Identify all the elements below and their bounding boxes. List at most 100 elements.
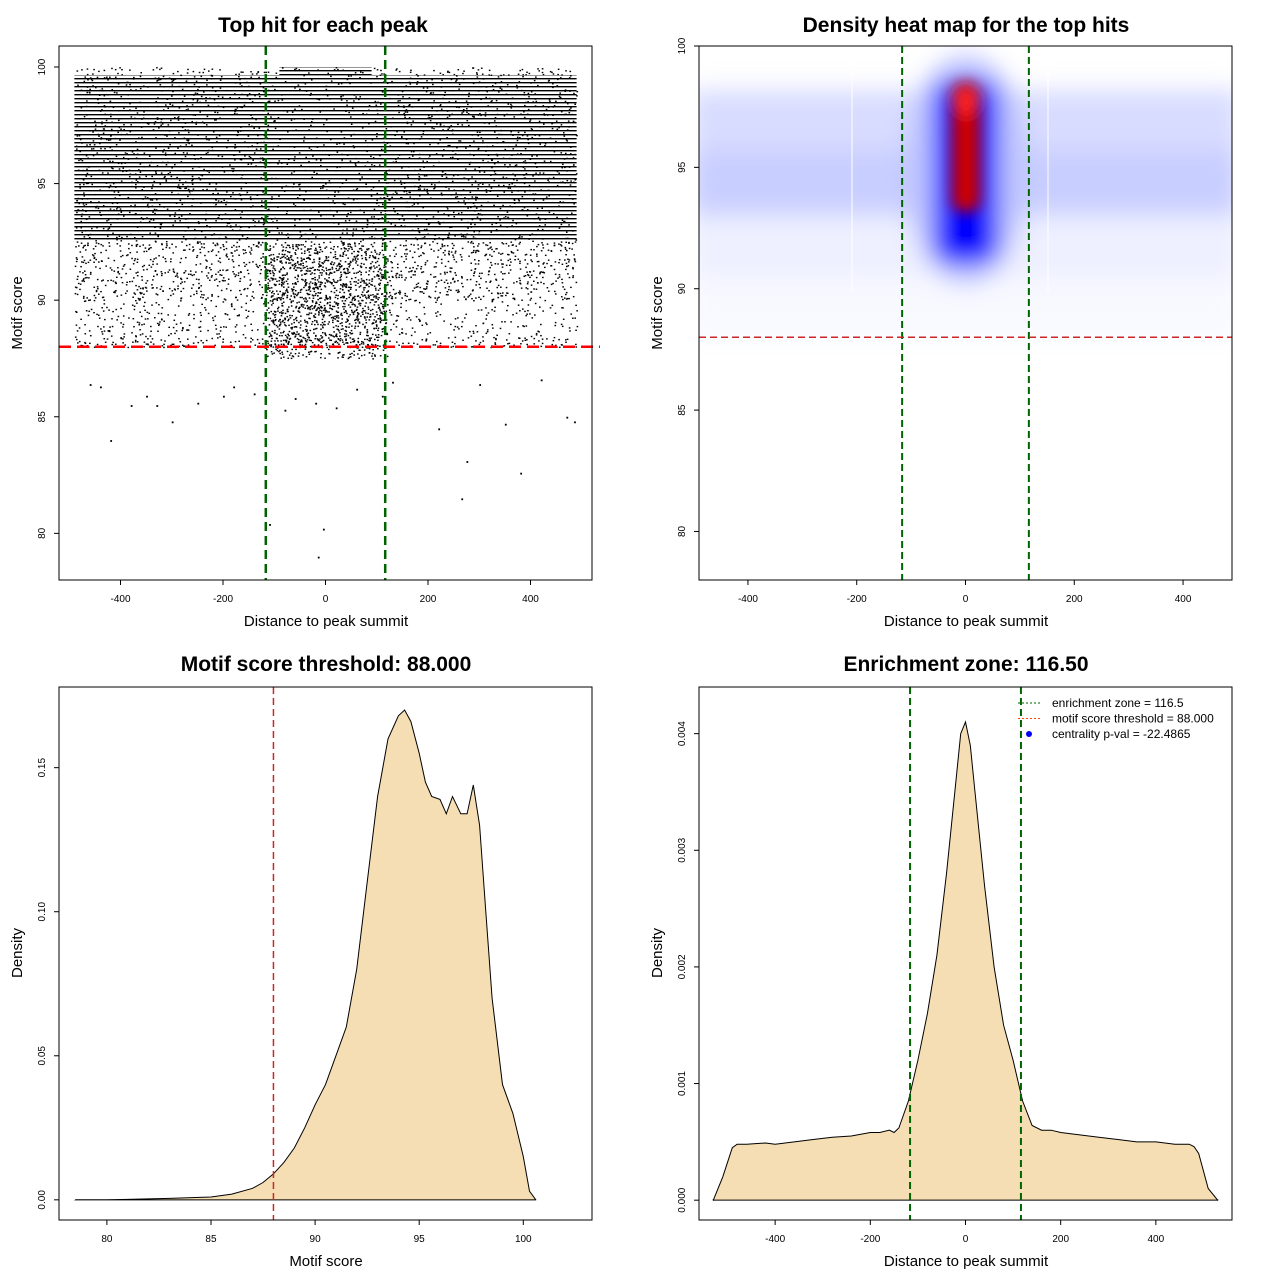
scatter-point — [368, 282, 371, 284]
scatter-point — [394, 297, 397, 299]
scatter-point — [300, 248, 303, 250]
scatter-point — [270, 261, 272, 264]
scatter-point — [529, 276, 531, 279]
scatter-point — [335, 335, 337, 337]
scatter-point — [449, 271, 452, 273]
scatter-point — [458, 290, 460, 293]
scatter-point — [324, 299, 326, 301]
scatter-point — [308, 288, 311, 290]
scatter-point — [385, 291, 388, 294]
scatter-point — [344, 283, 346, 286]
scatter-point — [472, 82, 475, 85]
scatter-point — [320, 353, 322, 355]
scatter-point — [329, 251, 332, 254]
scatter-point — [356, 314, 359, 317]
scatter-point — [451, 133, 454, 135]
scatter-point — [98, 317, 101, 319]
scatter-point — [80, 261, 83, 263]
scatter-point — [116, 202, 119, 204]
scatter-point — [142, 296, 144, 298]
scatter-point — [310, 209, 312, 212]
scatter-point — [567, 273, 569, 275]
scatter-point — [296, 257, 299, 259]
scatter-point — [547, 179, 549, 181]
scatter-point — [413, 198, 415, 200]
scatter-point — [479, 213, 482, 215]
scatter-point — [510, 241, 513, 243]
scatter-point — [269, 269, 271, 272]
scatter-point — [562, 201, 565, 203]
scatter-point — [323, 123, 325, 126]
scatter-point — [339, 255, 342, 257]
scatter-point — [84, 274, 87, 276]
scatter-point — [76, 148, 78, 150]
scatter-point — [543, 114, 546, 116]
scatter-point — [426, 191, 429, 193]
scatter-point — [530, 291, 533, 293]
scatter-point — [551, 127, 554, 130]
scatter-point — [363, 354, 366, 356]
scatter-point — [376, 132, 378, 135]
scatter-point — [213, 99, 216, 101]
scatter-point — [309, 273, 312, 275]
scatter-point — [236, 134, 239, 137]
scatter-point — [78, 340, 81, 343]
scatter-point — [247, 146, 250, 148]
scatter-point — [474, 263, 477, 265]
scatter-point — [301, 296, 303, 299]
scatter-point — [564, 90, 567, 93]
scatter-point — [367, 306, 370, 308]
scatter-point — [371, 255, 374, 257]
scatter-point — [307, 286, 310, 288]
scatter-point — [330, 263, 333, 266]
scatter-point — [499, 224, 502, 227]
scatter-point — [365, 312, 367, 314]
scatter-point — [273, 273, 275, 275]
scatter-point — [441, 155, 444, 157]
scatter-point — [148, 264, 151, 266]
scatter-point — [564, 89, 567, 91]
scatter-point — [552, 339, 555, 342]
scatter-point — [198, 71, 201, 74]
scatter-point — [339, 291, 341, 293]
scatter-point — [491, 166, 493, 169]
scatter-point — [344, 203, 346, 206]
scatter-point — [299, 231, 302, 233]
scatter-point — [315, 159, 318, 161]
scatter-point — [330, 290, 333, 293]
scatter-point — [179, 282, 182, 285]
scatter-point — [348, 266, 351, 268]
scatter-point — [291, 355, 294, 357]
scatter-point — [360, 273, 362, 276]
scatter-point — [294, 69, 297, 72]
scatter-point — [284, 334, 287, 337]
scatter-point — [403, 112, 405, 115]
scatter-point — [199, 174, 202, 176]
scatter-point — [246, 81, 248, 84]
scatter-point — [560, 124, 563, 126]
scatter-point — [261, 217, 263, 219]
scatter-point — [310, 124, 312, 127]
scatter-point — [398, 70, 401, 73]
scatter-point — [89, 335, 92, 337]
scatter-point — [85, 262, 87, 265]
scatter-point — [204, 236, 207, 238]
scatter-point — [572, 198, 574, 200]
scatter-point — [405, 258, 408, 260]
scatter-point — [294, 253, 297, 256]
scatter-point — [572, 266, 574, 269]
scatter-point — [207, 70, 210, 72]
scatter-point — [160, 67, 163, 69]
scatter-point — [336, 151, 339, 153]
scatter-point — [206, 84, 208, 86]
scatter-point — [113, 270, 116, 272]
scatter-point — [351, 352, 353, 355]
scatter-point — [360, 262, 363, 265]
scatter-point — [282, 312, 284, 314]
scatter-point — [377, 327, 380, 329]
scatter-point — [477, 184, 480, 186]
scatter-point — [521, 236, 523, 238]
scatter-point — [302, 81, 304, 84]
scatter-point — [370, 251, 373, 253]
scatter-point — [288, 324, 290, 327]
